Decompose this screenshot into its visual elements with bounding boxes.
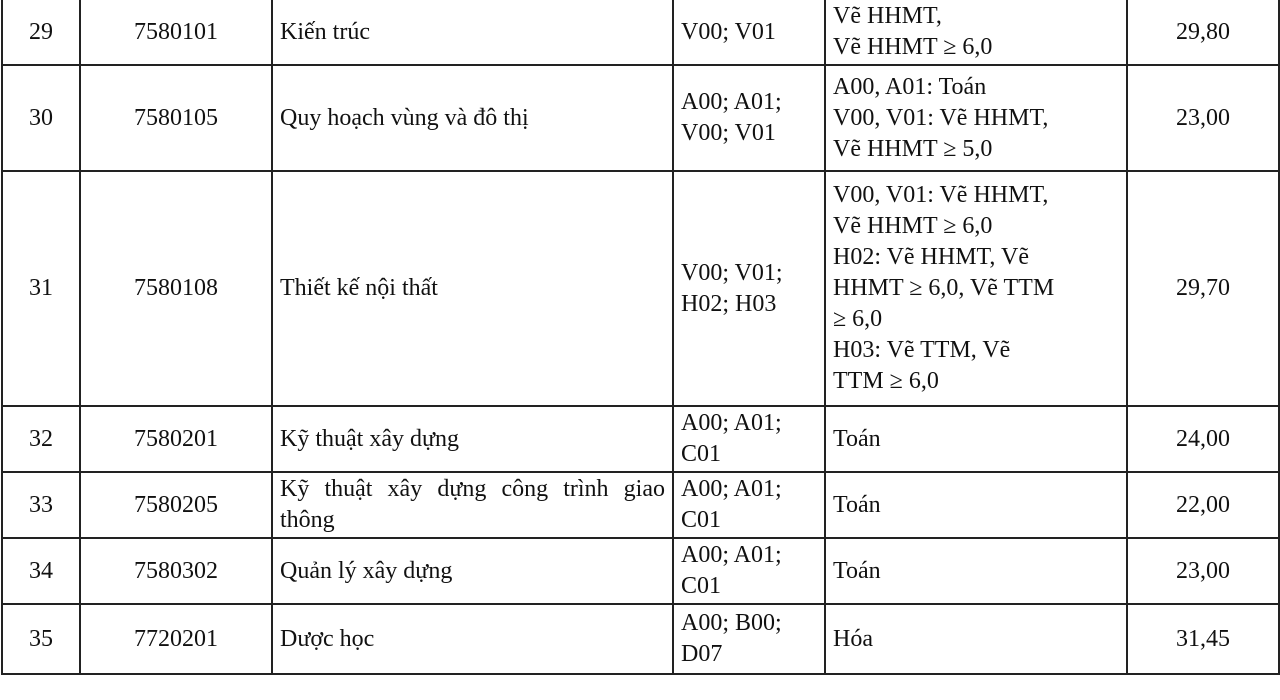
major-name: Kỹ thuật xây dựng: [271, 405, 674, 473]
cutoff-score: 29,70: [1126, 170, 1280, 407]
major-code: 7580205: [79, 471, 273, 539]
tiebreak-criteria: Vẽ HHMT, Vẽ HHMT ≥ 6,0: [824, 0, 1128, 66]
cutoff-score: 24,00: [1126, 405, 1280, 473]
cutoff-score: 22,00: [1126, 471, 1280, 539]
tiebreak-criteria: Hóa: [824, 603, 1128, 675]
cutoff-score: 23,00: [1126, 64, 1280, 172]
row-number: 30: [1, 64, 81, 172]
row-number: 34: [1, 537, 81, 605]
major-name: Kỹ thuật xây dựng công trình giao thông: [271, 471, 674, 539]
table-row: 35 7720201 Dược học A00; B00; D07 Hóa 31,45: [1, 603, 1280, 675]
row-number: 33: [1, 471, 81, 539]
row-number: 35: [1, 603, 81, 675]
major-code: 7580302: [79, 537, 273, 605]
cutoff-score: 23,00: [1126, 537, 1280, 605]
table-row: 33 7580205 Kỹ thuật xây dựng công trình gi…: [1, 471, 1280, 539]
tiebreak-criteria: A00, A01: Toán V00, V01: Vẽ HHMT, Vẽ HHM…: [824, 64, 1128, 172]
admission-scores-table: 29 7580101 Kiến trúc V00; V01 Vẽ HHMT, Vẽ HH…: [1, 0, 1280, 675]
tiebreak-criteria: V00, V01: Vẽ HHMT, Vẽ HHMT ≥ 6,0 H02: Vẽ…: [824, 170, 1128, 407]
table-row: 32 7580201 Kỹ thuật xây dựng A00; A01; C01 T…: [1, 405, 1280, 473]
subject-combinations: A00; A01; C01: [672, 537, 826, 605]
major-name: Quản lý xây dựng: [271, 537, 674, 605]
row-number: 31: [1, 170, 81, 407]
subject-combinations: A00; A01; C01: [672, 471, 826, 539]
cutoff-score: 31,45: [1126, 603, 1280, 675]
row-number: 32: [1, 405, 81, 473]
major-code: 7580105: [79, 64, 273, 172]
row-number: 29: [1, 0, 81, 66]
tiebreak-criteria: Toán: [824, 537, 1128, 605]
major-name: Dược học: [271, 603, 674, 675]
major-code: 7580101: [79, 0, 273, 66]
major-name: Thiết kế nội thất: [271, 170, 674, 407]
major-code: 7720201: [79, 603, 273, 675]
major-code: 7580108: [79, 170, 273, 407]
table-row: 31 7580108 Thiết kế nội thất V00; V01; H02;…: [1, 170, 1280, 407]
cutoff-score: 29,80: [1126, 0, 1280, 66]
tiebreak-criteria: Toán: [824, 405, 1128, 473]
tiebreak-criteria: Toán: [824, 471, 1128, 539]
subject-combinations: A00; B00; D07: [672, 603, 826, 675]
table-row: 30 7580105 Quy hoạch vùng và đô thị A00; A0…: [1, 64, 1280, 172]
subject-combinations: V00; V01; H02; H03: [672, 170, 826, 407]
table-row: 29 7580101 Kiến trúc V00; V01 Vẽ HHMT, Vẽ HH…: [1, 0, 1280, 66]
subject-combinations: A00; A01; V00; V01: [672, 64, 826, 172]
subject-combinations: V00; V01: [672, 0, 826, 66]
major-name: Quy hoạch vùng và đô thị: [271, 64, 674, 172]
subject-combinations: A00; A01; C01: [672, 405, 826, 473]
major-code: 7580201: [79, 405, 273, 473]
table-row: 34 7580302 Quản lý xây dựng A00; A01; C01 To…: [1, 537, 1280, 605]
major-name: Kiến trúc: [271, 0, 674, 66]
